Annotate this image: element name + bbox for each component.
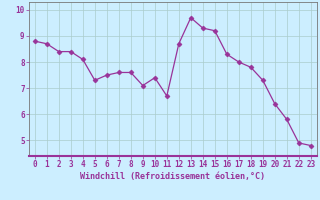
X-axis label: Windchill (Refroidissement éolien,°C): Windchill (Refroidissement éolien,°C) [80, 172, 265, 181]
